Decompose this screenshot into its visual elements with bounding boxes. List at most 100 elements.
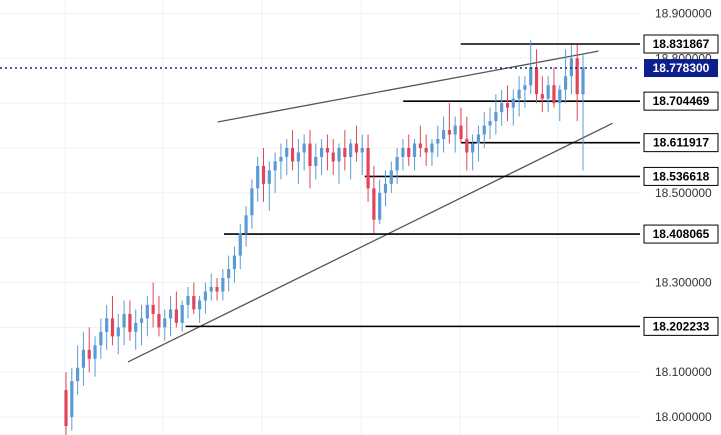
candle-body bbox=[76, 367, 80, 382]
candle-body bbox=[447, 130, 451, 135]
price-tick-label: 18.000000 bbox=[655, 410, 712, 424]
level-price-label-box bbox=[643, 133, 719, 153]
price-tick-label: 18.900000 bbox=[655, 6, 712, 20]
candle-body bbox=[163, 318, 167, 328]
candle-body bbox=[354, 143, 359, 153]
candle-body bbox=[267, 170, 271, 184]
candle-body bbox=[471, 143, 475, 153]
level-price-label-box bbox=[643, 91, 719, 111]
candle-body bbox=[378, 192, 382, 220]
candle-body bbox=[81, 349, 86, 368]
candle-body bbox=[424, 147, 428, 153]
candle-body bbox=[192, 295, 196, 310]
candle-body bbox=[441, 130, 446, 140]
price-tick-label: 18.100000 bbox=[655, 365, 712, 379]
candle-body bbox=[87, 349, 91, 359]
candle-body bbox=[558, 89, 562, 104]
candle-body bbox=[569, 58, 573, 77]
candle-body bbox=[110, 318, 115, 337]
candle-body bbox=[145, 304, 149, 319]
candle-body bbox=[238, 233, 242, 256]
candle-body bbox=[64, 390, 68, 427]
candle-body bbox=[383, 183, 388, 193]
candle-body bbox=[215, 287, 219, 292]
candle-body bbox=[227, 269, 231, 279]
candle-body bbox=[395, 156, 399, 171]
candle-body bbox=[546, 85, 550, 99]
candle-body bbox=[552, 85, 556, 104]
candle-body bbox=[203, 291, 208, 301]
candle-body bbox=[343, 147, 347, 157]
candle-body bbox=[279, 156, 283, 162]
level-price-label-box bbox=[643, 316, 719, 336]
candle-body bbox=[122, 313, 126, 328]
candles bbox=[64, 40, 585, 435]
candle-body bbox=[575, 58, 579, 95]
level-price-label-box bbox=[643, 34, 719, 54]
candle-body bbox=[261, 165, 266, 184]
candle-body bbox=[430, 143, 434, 153]
candle-body bbox=[308, 143, 312, 166]
candle-body bbox=[151, 304, 155, 314]
candle-body bbox=[256, 165, 260, 189]
candle-body bbox=[319, 147, 324, 157]
candle-body bbox=[180, 304, 184, 323]
candle-body bbox=[529, 67, 533, 86]
level-price-label: 18.611917 bbox=[653, 136, 709, 150]
candle-body bbox=[296, 152, 300, 162]
current-price-label: 18.778300 bbox=[653, 61, 710, 75]
candle-body bbox=[476, 134, 481, 144]
candle-body bbox=[465, 139, 469, 153]
grid-lines bbox=[0, 0, 640, 435]
candle-body bbox=[250, 188, 254, 216]
candle-body bbox=[349, 143, 353, 157]
candle-body bbox=[372, 188, 376, 220]
candle-body bbox=[221, 278, 225, 292]
candle-body bbox=[302, 143, 306, 153]
candle-body bbox=[232, 255, 237, 270]
level-price-label: 18.536618 bbox=[653, 169, 710, 183]
candle-body bbox=[488, 121, 492, 126]
candle-body bbox=[505, 103, 510, 108]
candle-body bbox=[285, 147, 289, 157]
candle-body bbox=[360, 147, 364, 153]
trendline bbox=[217, 50, 599, 123]
trendlines bbox=[127, 50, 613, 363]
candle-body bbox=[331, 152, 335, 162]
candle-body bbox=[134, 322, 138, 332]
candle-body bbox=[157, 313, 161, 328]
candle-body bbox=[209, 287, 213, 292]
price-axis[interactable]: 18.90000018.80000018.50000018.30000018.1… bbox=[640, 0, 721, 435]
candle-body bbox=[70, 381, 74, 418]
candle-body bbox=[174, 309, 178, 323]
candle-body bbox=[517, 89, 521, 99]
candle-body bbox=[418, 143, 422, 148]
candle-body bbox=[412, 143, 417, 157]
candle-body bbox=[128, 313, 132, 332]
candle-body bbox=[459, 125, 463, 140]
level-price-label-box bbox=[643, 166, 719, 186]
candle-body bbox=[401, 147, 405, 157]
candle-body bbox=[314, 156, 318, 166]
candle-body bbox=[407, 147, 411, 157]
candle-body bbox=[337, 147, 341, 162]
candle-body bbox=[540, 94, 544, 99]
candle-body bbox=[523, 85, 527, 90]
level-price-label-box bbox=[643, 224, 719, 244]
candle-body bbox=[511, 98, 515, 108]
candle-body bbox=[500, 103, 504, 113]
candle-body bbox=[186, 295, 190, 305]
price-tick-label: 18.300000 bbox=[655, 276, 712, 290]
candle-body bbox=[168, 309, 173, 319]
candle-body bbox=[482, 125, 486, 135]
candle-body bbox=[366, 147, 370, 189]
level-price-label: 18.408065 bbox=[653, 227, 710, 241]
level-lines bbox=[185, 43, 644, 328]
level-price-label: 18.202233 bbox=[653, 319, 710, 333]
candle-body bbox=[139, 318, 144, 323]
level-price-label: 18.831867 bbox=[653, 37, 710, 51]
candle-body bbox=[325, 147, 330, 153]
candle-body bbox=[563, 76, 568, 90]
candle-body bbox=[105, 318, 109, 332]
